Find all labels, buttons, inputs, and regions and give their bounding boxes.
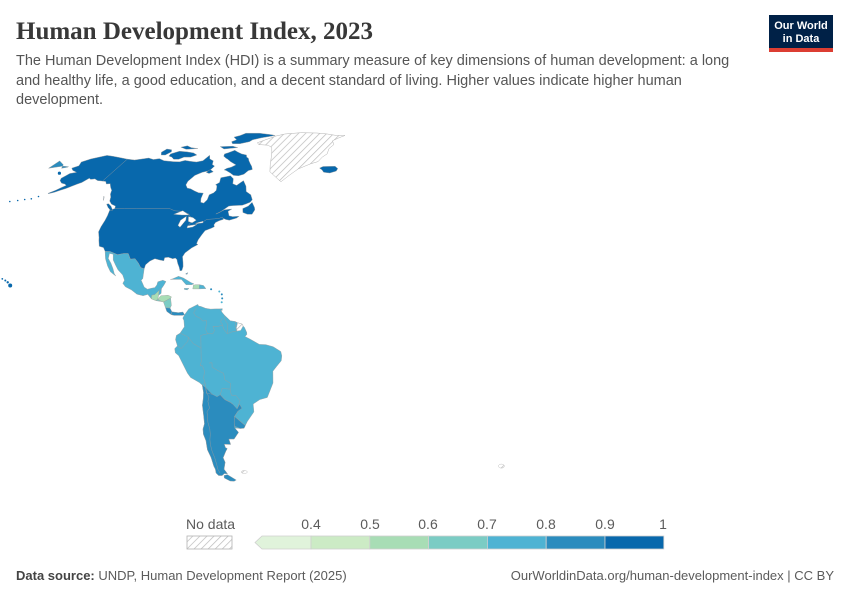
svg-text:0.4: 0.4	[301, 516, 321, 532]
svg-text:No data: No data	[186, 516, 235, 532]
svg-text:1: 1	[659, 516, 667, 532]
svg-text:0.9: 0.9	[595, 516, 615, 532]
svg-text:0.7: 0.7	[477, 516, 497, 532]
svg-text:0.5: 0.5	[360, 516, 380, 532]
svg-text:0.6: 0.6	[418, 516, 438, 532]
svg-text:0.8: 0.8	[536, 516, 556, 532]
